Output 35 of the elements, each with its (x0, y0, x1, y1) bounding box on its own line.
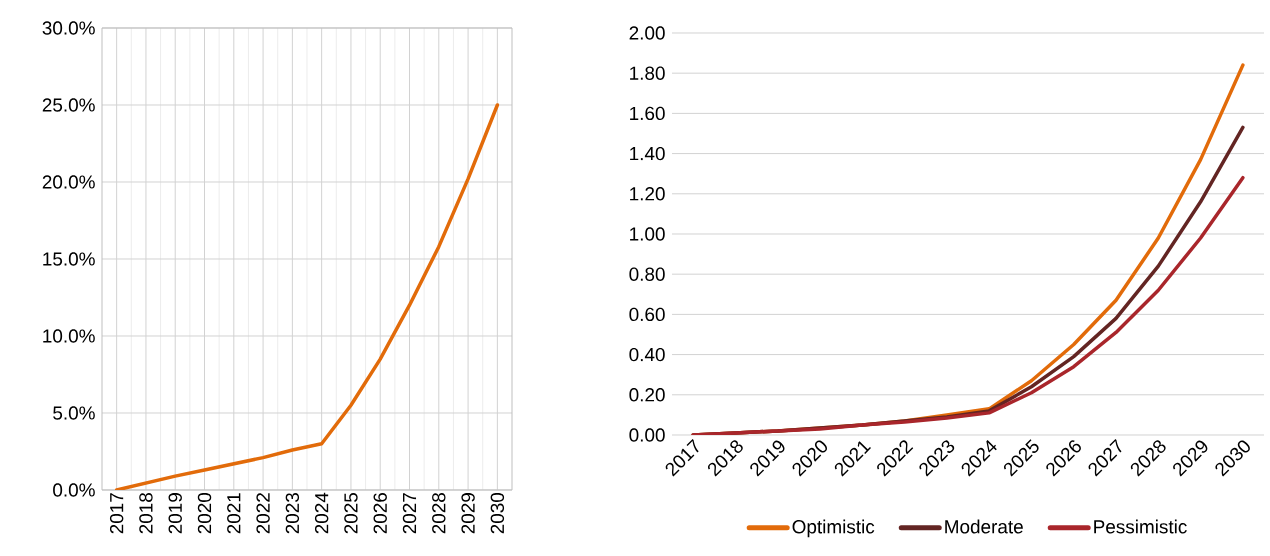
x-tick-label: 2027 (402, 493, 417, 534)
y-tick-label: 1.80 (630, 66, 665, 80)
y-tick-label: 0.20 (629, 388, 665, 402)
y-tick-label: 1.20 (630, 187, 665, 201)
legend-label: Pessimistic (1094, 519, 1187, 534)
y-tick-label: 0.40 (629, 347, 665, 362)
y-tick-label: 0.80 (629, 267, 665, 281)
y-tick-label: 1.00 (630, 227, 665, 241)
y-tick-label: 0.00 (629, 428, 665, 442)
y-tick-label: 0.0% (53, 483, 95, 497)
x-tick-label: 2029 (461, 493, 475, 534)
y-tick-label: 5.0% (53, 406, 95, 420)
y-tick-label: 1.40 (630, 146, 665, 161)
y-tick-label: 2.00 (629, 26, 665, 40)
x-tick-label: 2025 (344, 492, 358, 534)
x-tick-label: 2021 (227, 493, 241, 534)
x-tick-label: 2018 (139, 493, 153, 534)
y-tick-label: 15.0% (43, 252, 95, 266)
legend-label: Moderate (945, 519, 1023, 534)
legend-label: Optimistic (792, 519, 875, 538)
x-tick-label: 2017 (109, 493, 124, 534)
x-tick-label: 2023 (285, 493, 300, 534)
x-tick-label: 2028 (432, 493, 446, 534)
y-tick-label: 1.60 (630, 106, 665, 121)
x-tick-label: 2022 (256, 493, 270, 534)
x-tick-label: 2026 (373, 493, 387, 534)
y-tick-label: 25.0% (42, 98, 95, 112)
x-tick-label: 2024 (314, 492, 329, 534)
y-tick-label: 0.60 (629, 307, 665, 322)
x-tick-label: 2020 (197, 492, 212, 534)
x-tick-label: 2019 (168, 493, 182, 534)
y-tick-label: 20.0% (42, 175, 95, 189)
x-tick-label: 2030 (490, 492, 505, 534)
y-tick-label: 10.0% (43, 329, 95, 343)
y-tick-label: 30.0% (42, 21, 95, 35)
